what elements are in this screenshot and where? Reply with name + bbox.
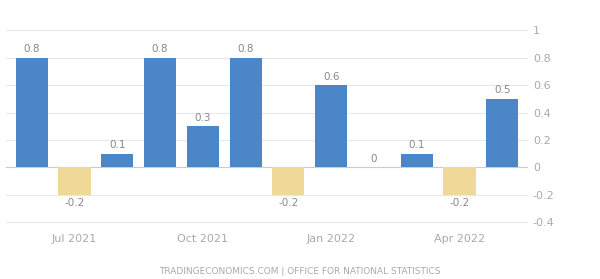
Bar (58, 167, 91, 194)
Bar (144, 58, 176, 167)
Bar (486, 99, 518, 167)
Text: 0.8: 0.8 (152, 44, 168, 54)
Text: 0.1: 0.1 (409, 140, 425, 150)
Text: 0.8: 0.8 (23, 44, 40, 54)
Bar (230, 58, 262, 167)
Text: -0.2: -0.2 (64, 198, 85, 208)
Bar (401, 153, 433, 167)
Bar (101, 153, 133, 167)
Bar (187, 126, 219, 167)
Text: -0.2: -0.2 (449, 198, 470, 208)
Bar (16, 58, 48, 167)
Bar (272, 167, 304, 194)
Text: 0.1: 0.1 (109, 140, 125, 150)
Text: 0.8: 0.8 (238, 44, 254, 54)
Bar (443, 167, 476, 194)
Bar (315, 85, 347, 167)
Text: -0.2: -0.2 (278, 198, 299, 208)
Text: 0.3: 0.3 (194, 113, 211, 123)
Text: 0: 0 (371, 154, 377, 164)
Text: TRADINGECONOMICS.COM | OFFICE FOR NATIONAL STATISTICS: TRADINGECONOMICS.COM | OFFICE FOR NATION… (159, 267, 441, 276)
Text: 0.5: 0.5 (494, 85, 511, 95)
Text: 0.6: 0.6 (323, 72, 340, 82)
